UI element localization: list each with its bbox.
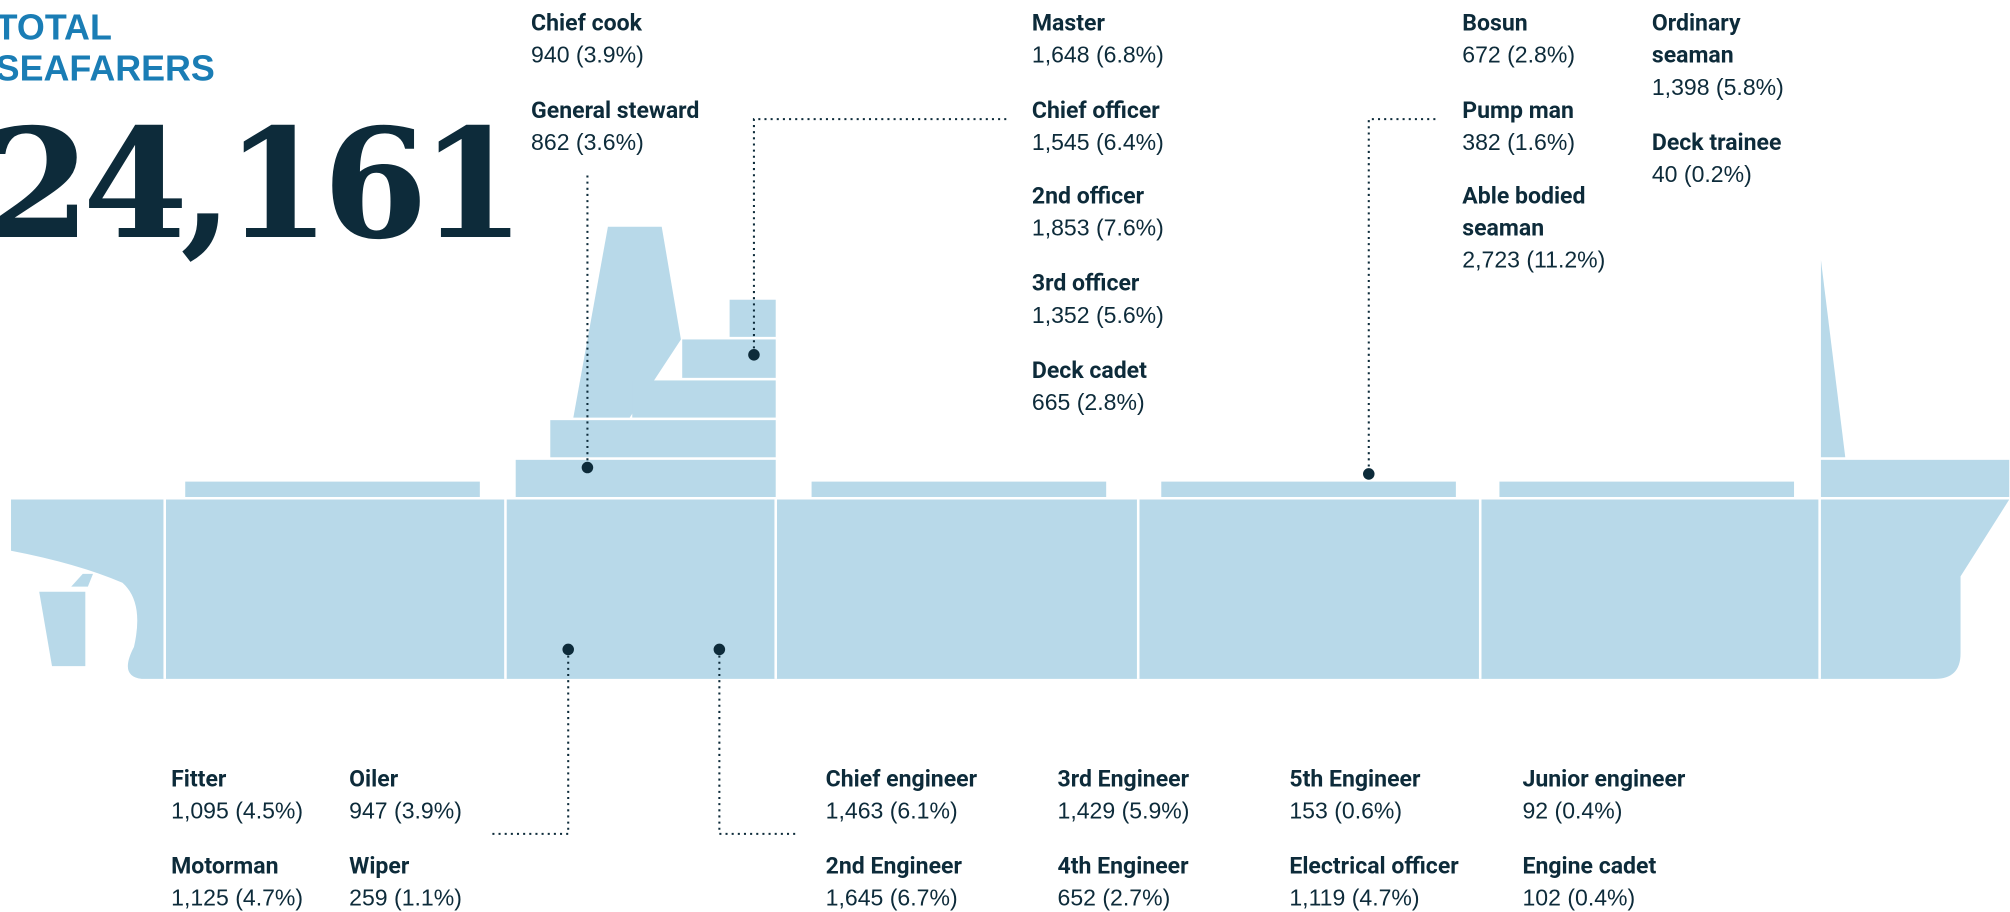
role-name: Fitter: [171, 765, 227, 792]
role-name: Junior engineer: [1522, 765, 1685, 792]
role-name: 2nd Engineer: [826, 853, 963, 880]
role-name: Deck cadet: [1032, 357, 1147, 384]
role-figure: 153 (0.6%): [1289, 797, 1402, 823]
role-name: Engine cadet: [1522, 853, 1656, 880]
role-figure: 862 (3.6%): [531, 129, 644, 155]
leaders: [490, 118, 1436, 835]
role-figure: 940 (3.9%): [531, 42, 644, 68]
role-figure: 1,648 (6.8%): [1032, 42, 1164, 68]
role-figure: 1,398 (5.8%): [1652, 74, 1784, 100]
role-name: 5th Engineer: [1289, 765, 1421, 792]
role-figure: 40 (0.2%): [1652, 161, 1752, 187]
role-name: Master: [1032, 10, 1106, 37]
role-figure: 102 (0.4%): [1522, 885, 1635, 911]
role-figure: 652 (2.7%): [1058, 885, 1171, 911]
role-name: 3rd Engineer: [1058, 765, 1190, 792]
role-figure: 1,545 (6.4%): [1032, 129, 1164, 155]
role-figure: 665 (2.8%): [1032, 389, 1145, 415]
role-figure: 1,119 (4.7%): [1289, 885, 1419, 911]
role-name: General steward: [531, 97, 699, 124]
role-name: Wiper: [349, 853, 410, 880]
role-figure: 2,723 (11.2%): [1462, 247, 1605, 273]
role-name: Oiler: [349, 765, 399, 792]
role-name: seaman: [1652, 42, 1734, 69]
role-name: 3rd officer: [1032, 270, 1140, 297]
role-name: Ordinary: [1652, 10, 1741, 37]
total-value: 24,161: [0, 95, 518, 273]
role-name: Pump man: [1462, 97, 1574, 124]
ship: [11, 226, 2010, 679]
role-figure: 1,429 (5.9%): [1058, 797, 1190, 823]
role-figure: 1,095 (4.5%): [171, 797, 303, 823]
role-figure: 382 (1.6%): [1462, 129, 1575, 155]
role-name: Electrical officer: [1289, 853, 1459, 880]
role-name: Chief engineer: [826, 765, 978, 792]
role-name: Able bodied: [1462, 183, 1585, 210]
role-figure: 1,645 (6.7%): [826, 885, 958, 911]
role-name: Deck trainee: [1652, 129, 1782, 156]
role-name: Chief cook: [531, 10, 643, 37]
role-name: Chief officer: [1032, 97, 1160, 124]
role-figure: 1,352 (5.6%): [1032, 302, 1164, 328]
role-name: seaman: [1462, 215, 1544, 242]
role-figure: 92 (0.4%): [1522, 797, 1622, 823]
role-figure: 947 (3.9%): [349, 797, 462, 823]
role-figure: 1,853 (7.6%): [1032, 215, 1164, 241]
role-name: 4th Engineer: [1058, 853, 1190, 880]
role-name: Motorman: [171, 853, 278, 880]
role-name: Bosun: [1462, 10, 1527, 37]
role-figure: 672 (2.8%): [1462, 42, 1575, 68]
role-name: 2nd officer: [1032, 183, 1145, 210]
role-figure: 259 (1.1%): [349, 885, 462, 911]
role-figure: 1,125 (4.7%): [171, 885, 303, 911]
total-label: TOTAL: [0, 8, 112, 48]
total-label: SEAFARERS: [0, 49, 215, 89]
role-figure: 1,463 (6.1%): [826, 797, 958, 823]
